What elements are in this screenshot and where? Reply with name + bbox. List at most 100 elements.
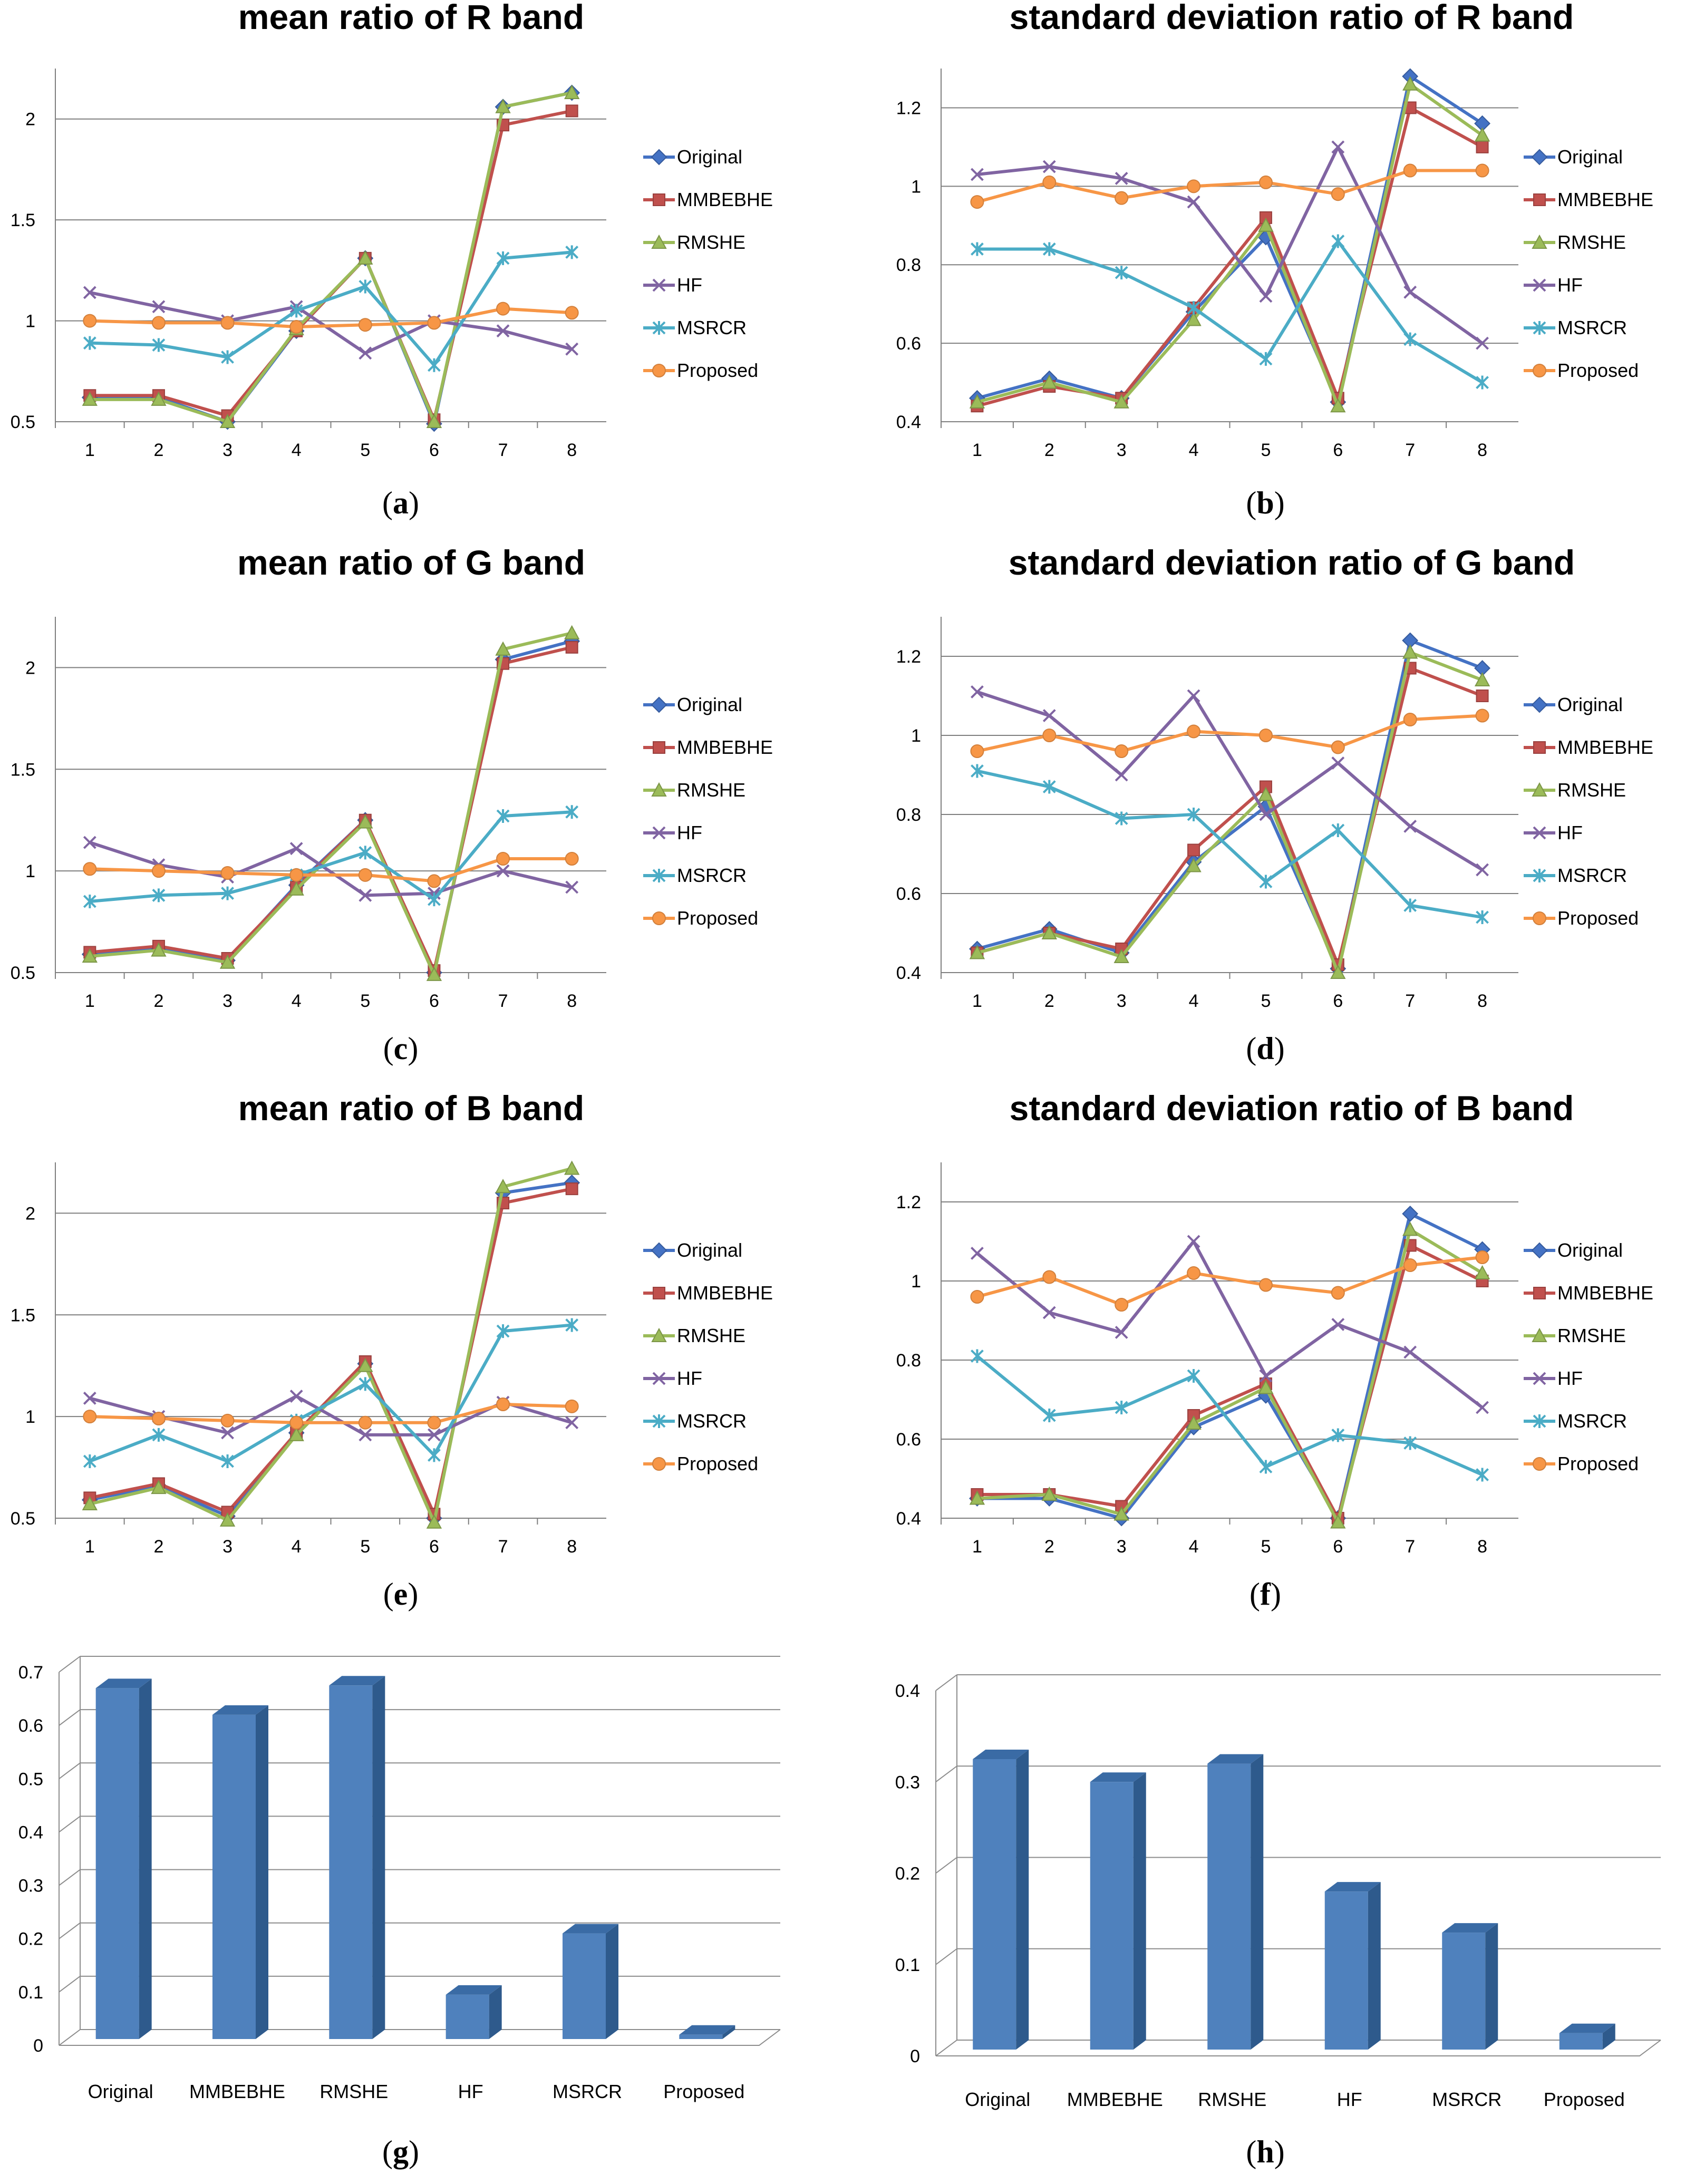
legend-label: MSRCR [1557, 1410, 1627, 1432]
data-point [1186, 858, 1202, 872]
data-point [1258, 1380, 1274, 1394]
data-point [1187, 808, 1200, 821]
series-line [976, 769, 1483, 919]
caption-g: (g) [382, 2134, 419, 2169]
bar-side [1251, 1754, 1264, 2050]
legend-label: Original [1557, 146, 1623, 168]
legend-marker [652, 826, 666, 840]
data-point [1187, 301, 1200, 315]
series-line [89, 841, 573, 897]
legend-label: MSRCR [1557, 865, 1627, 886]
data-point [496, 852, 510, 866]
bar-front [95, 1688, 139, 2039]
data-point [426, 413, 442, 428]
y-tick-label: 0.6 [896, 884, 921, 904]
data-point [357, 250, 373, 265]
bar-front [1207, 1763, 1251, 2050]
x-tick-label: 1 [972, 1537, 982, 1557]
legend-label: RMSHE [677, 779, 745, 801]
data-point [1330, 398, 1346, 413]
data-point [359, 279, 372, 294]
data-point [1042, 1306, 1056, 1319]
legend-item: Original [1524, 694, 1623, 715]
data-point [1403, 332, 1417, 346]
gridline-side [935, 1674, 957, 1691]
x-tick-label: 6 [1333, 440, 1343, 460]
x-tick-label: 4 [292, 1537, 302, 1557]
data-point [496, 1397, 510, 1411]
data-point [83, 336, 96, 350]
chart-panel-e: mean ratio of B band 0.5 1 1.5 2 1 2 3 4 5 6 7 8 Orig… [0, 1089, 844, 1634]
data-point [83, 1410, 97, 1424]
series-line [89, 1187, 573, 1516]
x-tick-label: 7 [1405, 440, 1415, 460]
series-line [90, 91, 573, 423]
x-tick-label: 1 [85, 440, 95, 460]
data-point [1259, 1369, 1273, 1383]
legend-marker [652, 869, 666, 882]
gridline-side [935, 1857, 957, 1874]
data-point [1403, 1258, 1417, 1272]
x-tick-label: 7 [498, 991, 508, 1011]
data-point [1187, 1369, 1200, 1383]
x-category-label: MSRCR [1432, 2089, 1502, 2110]
y-tick-label: 1.2 [896, 98, 921, 118]
legend-item: Proposed [1524, 1453, 1639, 1474]
x-tick-label: 8 [1477, 991, 1487, 1011]
chart-panel-b: standard deviation ratio of R band 0.4 0.6… [844, 0, 1695, 543]
data-point [1403, 820, 1417, 833]
chart-g: 0 0.1 0.2 0.3 0.4 0.5 0.6 0.7 Original MMBEBHE RMS… [18, 1656, 781, 2102]
data-point [564, 1160, 580, 1175]
data-point [1186, 312, 1202, 326]
data-point [496, 864, 510, 878]
data-point [1474, 1265, 1490, 1279]
legend-label: HF [677, 274, 702, 296]
legend-item: RMSHE [643, 1325, 745, 1346]
gridline-side [935, 1765, 957, 1783]
y-tick-label: 1.5 [11, 210, 35, 230]
data-point [1476, 375, 1489, 390]
y-tick-label: 0.8 [896, 255, 921, 275]
series-msrcr [971, 234, 1489, 390]
legend-item: MMBEBHE [1524, 736, 1653, 758]
legend-item: HF [1524, 274, 1583, 296]
caption-h: (h) [1246, 2134, 1285, 2169]
data-point [426, 1514, 442, 1529]
y-tick-label: 0.8 [896, 1351, 921, 1371]
legend-label: Original [1557, 1239, 1623, 1261]
data-point [1186, 1415, 1202, 1430]
data-point [82, 391, 98, 406]
bar-top [1207, 1754, 1264, 1764]
legend-marker [1533, 278, 1546, 292]
legend-item: MMBEBHE [1524, 1282, 1653, 1304]
gridline-side [935, 1948, 957, 1965]
data-point [359, 889, 372, 902]
series-rmshe [82, 84, 580, 428]
data-point [495, 99, 511, 113]
series-line [976, 639, 1483, 970]
legend: Original MMBEBHE RMSHE HF MSRCR Proposed [643, 694, 773, 929]
legend-label: Proposed [677, 360, 758, 381]
legend-label: Original [1557, 694, 1623, 715]
legend-label: HF [677, 822, 702, 843]
bar-front [679, 2034, 723, 2039]
data-point [1331, 187, 1345, 201]
legend-marker [651, 1242, 667, 1259]
data-point [1402, 1206, 1419, 1222]
x-tick-label: 4 [1189, 1537, 1199, 1557]
bar-side [1133, 1772, 1146, 2050]
series-line [89, 291, 573, 355]
data-point [359, 1377, 372, 1391]
x-category-label: Original [965, 2089, 1030, 2110]
series-hf [971, 1235, 1489, 1414]
legend-label: Proposed [1557, 907, 1639, 929]
data-point [1115, 744, 1129, 758]
legend-item: MMBEBHE [643, 189, 773, 210]
legend-marker [652, 278, 666, 292]
legend-label: Proposed [677, 907, 758, 929]
data-point [427, 316, 441, 330]
y-tick-label: 1.5 [11, 760, 35, 780]
data-point [152, 1428, 166, 1442]
data-point [151, 864, 166, 878]
y-tick-label: 0.2 [18, 1929, 43, 1949]
